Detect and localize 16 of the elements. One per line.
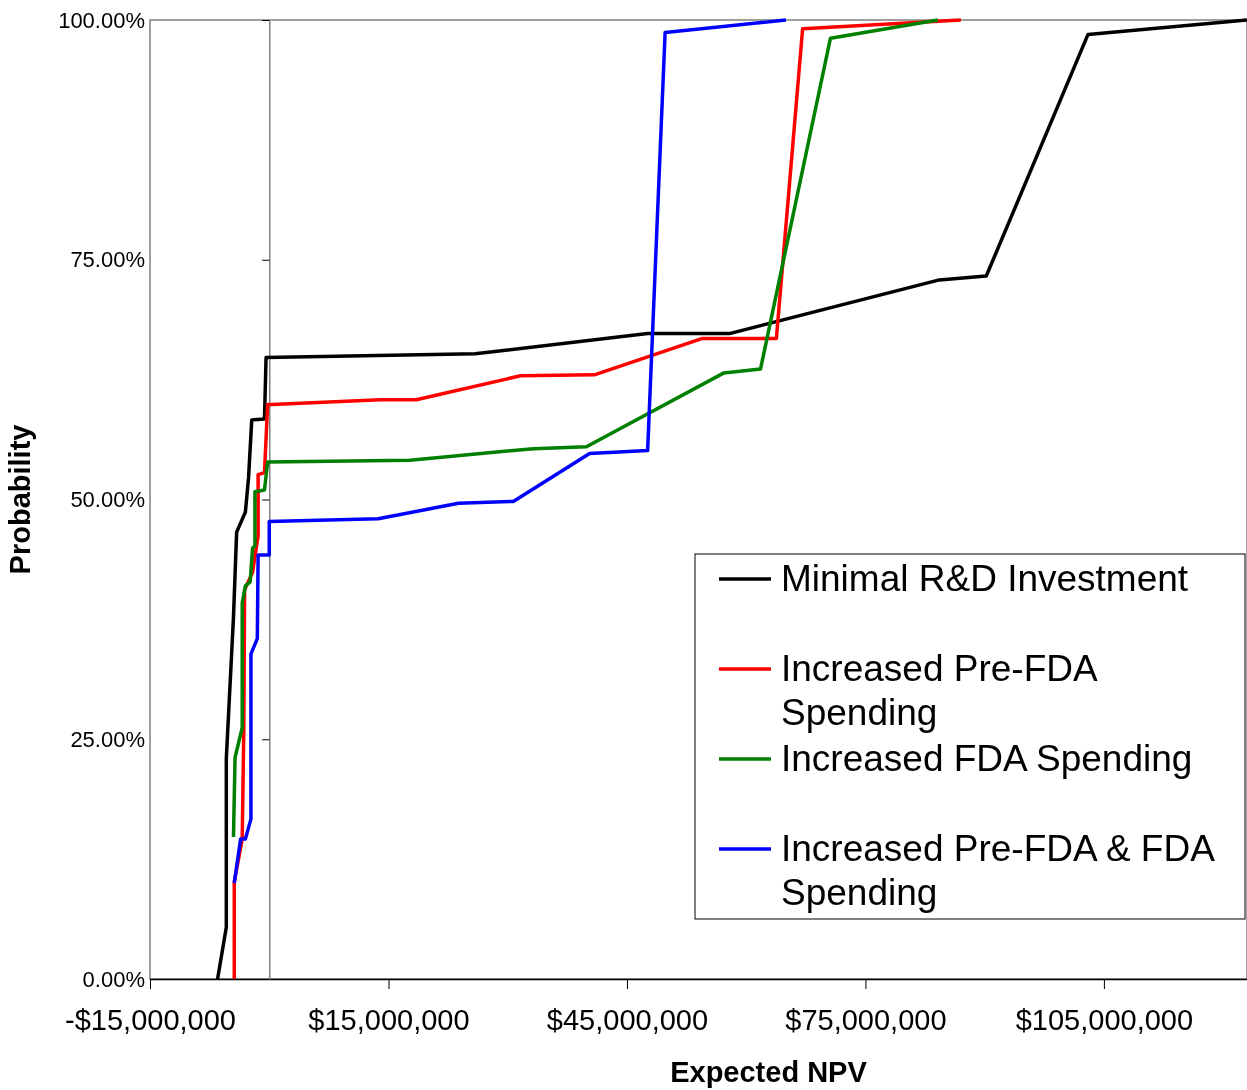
legend-label: Increased FDA Spending: [781, 738, 1193, 779]
x-tick-label: $105,000,000: [1015, 1003, 1194, 1036]
x-tick-label: $75,000,000: [785, 1003, 947, 1036]
x-axis-title: Expected NPV: [670, 1056, 868, 1088]
y-tick-label: 25.00%: [70, 726, 145, 752]
y-tick-label: 100.00%: [58, 7, 145, 33]
legend-label: Increased Pre-FDA Spending: [781, 648, 1098, 733]
legend-label: Minimal R&D Investment: [781, 558, 1189, 599]
y-tick-label: 0.00%: [82, 966, 145, 992]
legend-label: Increased Pre-FDA & FDA Spending: [781, 828, 1216, 913]
x-tick-label: -$15,000,000: [65, 1003, 236, 1036]
x-tick-label: $15,000,000: [308, 1003, 470, 1036]
y-axis-title: Probability: [4, 424, 36, 575]
x-tick-label: $45,000,000: [546, 1003, 709, 1036]
y-tick-label: 75.00%: [70, 247, 145, 273]
y-tick-label: 50.00%: [70, 487, 145, 513]
